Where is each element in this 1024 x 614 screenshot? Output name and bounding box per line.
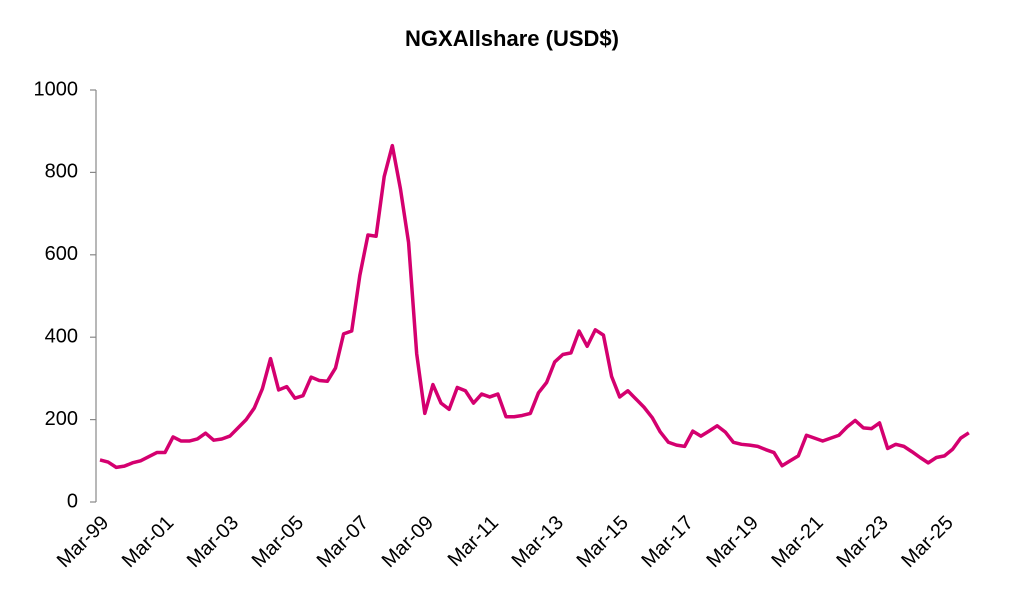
x-tick-label: Mar-15 <box>573 512 633 572</box>
y-tick-label: 200 <box>45 408 78 430</box>
x-tick-label: Mar-03 <box>183 512 243 572</box>
x-tick-label: Mar-21 <box>767 512 827 572</box>
x-tick-label: Mar-17 <box>638 512 698 572</box>
line-series <box>99 143 970 470</box>
x-tick-label: Mar-23 <box>832 512 892 572</box>
x-tick-label: Mar-25 <box>897 512 957 572</box>
x-tick-label: Mar-11 <box>444 512 503 571</box>
y-tick-label: 600 <box>45 243 78 265</box>
y-tick-label: 400 <box>45 325 78 347</box>
x-tick-label: Mar-99 <box>53 512 113 572</box>
y-tick-label: 1000 <box>34 78 79 100</box>
x-tick-label: Mar-09 <box>378 512 438 572</box>
chart-title: NGXAllshare (USD$) <box>405 26 619 51</box>
x-tick-label: Mar-13 <box>508 512 568 572</box>
x-tick-label: Mar-19 <box>703 512 763 572</box>
x-tick-label: Mar-07 <box>313 512 373 572</box>
x-tick-label: Mar-01 <box>118 512 178 572</box>
y-tick-label: 0 <box>67 490 78 512</box>
x-tick-label: Mar-05 <box>248 512 308 572</box>
y-tick-label: 800 <box>45 161 78 183</box>
